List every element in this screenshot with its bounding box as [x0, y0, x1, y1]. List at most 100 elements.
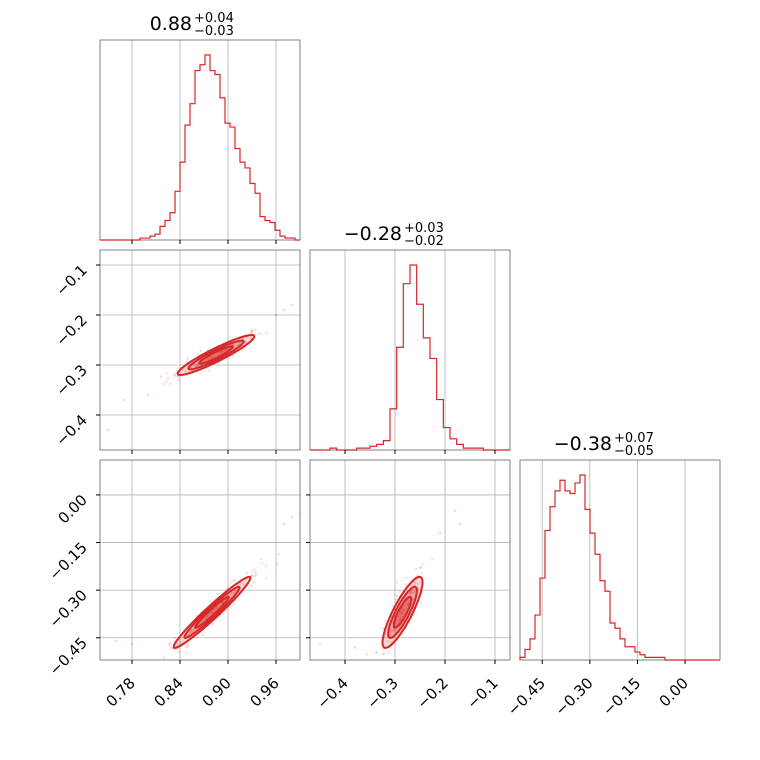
scatter-point: [365, 653, 369, 656]
scatter-point: [185, 645, 189, 649]
scatter-point: [212, 610, 216, 613]
density-contour: [187, 339, 245, 371]
scatter-point: [251, 574, 255, 578]
scatter-point: [210, 611, 214, 614]
scatter-point: [411, 591, 415, 594]
scatter-point: [240, 582, 243, 586]
scatter-point: [410, 591, 414, 595]
scatter-point: [253, 571, 257, 574]
outlier-point: [453, 509, 457, 513]
scatter-point: [419, 566, 423, 569]
x-tick-label: −0.45: [504, 674, 549, 719]
x-tick-label: 0.84: [150, 674, 186, 710]
scatter-point: [210, 610, 213, 614]
scatter-point: [141, 672, 144, 675]
scatter-point: [185, 651, 189, 655]
scatter-point: [373, 665, 376, 668]
scatter-point: [220, 350, 224, 354]
scatter-panel-0-2-frame: [99, 459, 301, 661]
scatter-panel-1-2-content: [318, 509, 462, 675]
panel-title-upper-error: +0.04: [194, 11, 234, 26]
scatter-point: [277, 552, 280, 556]
scatter-point: [242, 348, 245, 352]
x-tick-label: −0.15: [599, 674, 644, 719]
hist-panel-1-frame: [309, 249, 511, 451]
x-tick-label: −0.2: [413, 674, 451, 712]
x-tick-label: 0.00: [656, 674, 692, 710]
x-tick-label: −0.3: [363, 674, 401, 712]
scatter-point: [199, 349, 203, 353]
scatter-point: [196, 363, 200, 367]
scatter-point: [219, 350, 223, 354]
outlier-point: [353, 646, 357, 649]
hist-panel-2-grid: [541, 460, 686, 660]
scatter-point: [165, 380, 168, 383]
scatter-point: [190, 629, 193, 633]
scatter-point: [245, 571, 249, 575]
scatter-point: [257, 331, 260, 335]
scatter-point: [405, 603, 408, 607]
scatter-point: [204, 617, 208, 620]
scatter-point: [253, 574, 257, 578]
scatter-point: [415, 574, 419, 577]
scatter-point: [177, 650, 181, 654]
scatter-point: [381, 652, 385, 656]
scatter-point: [419, 601, 423, 604]
scatter-point: [232, 579, 235, 582]
scatter-point: [390, 627, 393, 631]
scatter-panel-0-1-frame: [99, 249, 301, 451]
scatter-point: [410, 590, 413, 593]
y-tick-label: 0.00: [54, 491, 90, 527]
scatter-point: [221, 350, 224, 354]
outlier-point: [282, 522, 286, 525]
y-tick-label: −0.15: [46, 539, 91, 584]
scatter-panel-0-2-content: [114, 512, 300, 675]
panel-title-lower-error: −0.02: [404, 234, 444, 249]
scatter-point: [374, 651, 378, 655]
scatter-point: [253, 568, 256, 571]
outlier-point: [146, 393, 150, 397]
scatter-point: [210, 612, 214, 615]
scatter-point: [195, 364, 198, 368]
y-tick-label: −0.30: [46, 586, 91, 631]
scatter-point: [265, 331, 269, 335]
scatter-point: [387, 651, 391, 655]
scatter-point: [242, 583, 246, 587]
panel-title-upper-error: +0.07: [614, 431, 654, 446]
outlier-point: [290, 515, 294, 519]
scatter-point: [390, 628, 393, 632]
outlier-point: [290, 303, 294, 307]
scatter-point: [186, 644, 189, 648]
scatter-point: [250, 329, 254, 332]
scatter-point: [399, 616, 402, 619]
y-tick-label: −0.3: [52, 361, 90, 399]
scatter-point: [162, 382, 166, 386]
density-contour: [381, 575, 424, 649]
scatter-point: [276, 563, 279, 566]
scatter-point: [396, 614, 400, 618]
scatter-panel-1-2-frame: [309, 459, 511, 661]
scatter-point: [201, 633, 205, 637]
density-contour: [172, 575, 252, 649]
scatter-point: [418, 566, 422, 569]
y-tick-label: −0.1: [52, 261, 90, 299]
hist-panel-0-grid: [131, 40, 277, 240]
y-tick-label: −0.4: [52, 411, 90, 449]
scatter-point: [403, 609, 406, 612]
scatter-point: [161, 658, 165, 660]
scatter-point: [368, 672, 371, 675]
scatter-point: [196, 353, 200, 357]
scatter-point: [230, 581, 233, 584]
y-tick-label: −0.2: [52, 311, 90, 349]
scatter-point: [252, 580, 255, 584]
scatter-point: [211, 622, 215, 625]
scatter-point: [232, 602, 235, 606]
outlier-point: [458, 522, 462, 525]
scatter-point: [230, 592, 233, 596]
x-tick-label: 0.78: [102, 674, 138, 710]
outlier-point: [438, 531, 442, 535]
scatter-point: [196, 635, 199, 639]
outlier-point: [114, 639, 118, 643]
scatter-point: [420, 571, 424, 575]
scatter-point: [389, 640, 392, 644]
